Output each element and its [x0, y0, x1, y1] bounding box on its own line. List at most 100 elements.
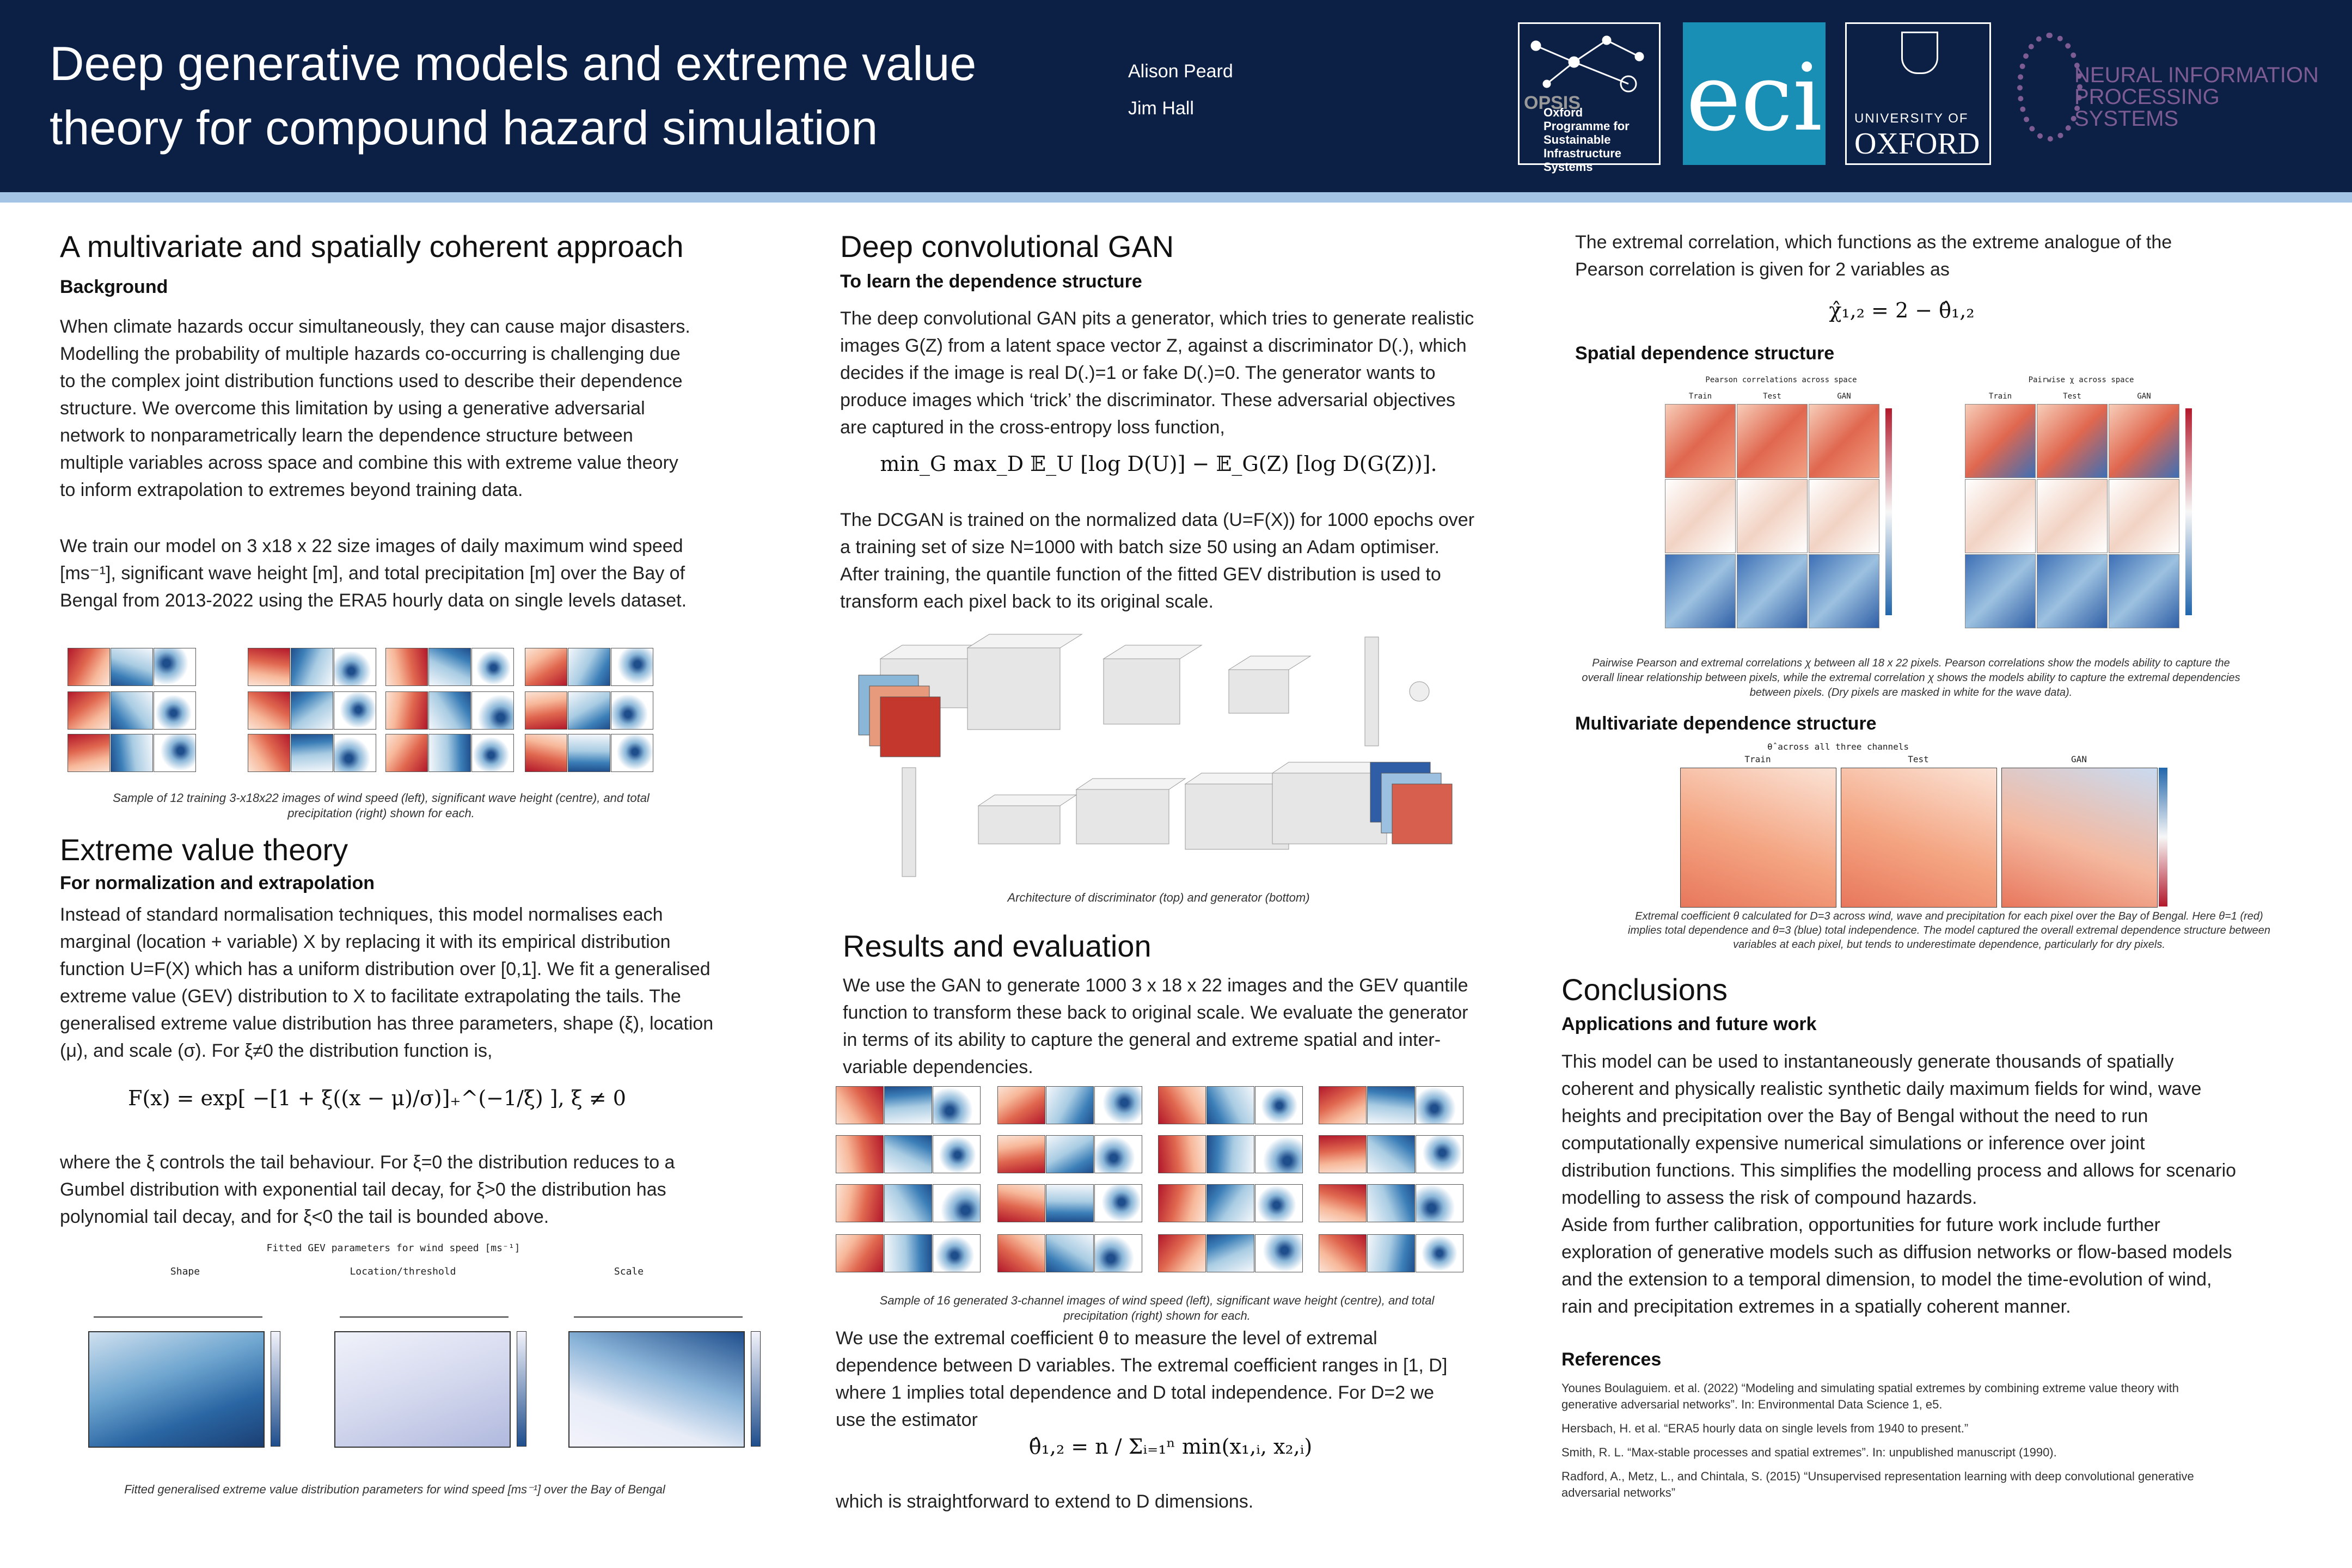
section-heading: Results and evaluation [843, 929, 1152, 963]
sample-tile [525, 691, 567, 730]
author: Alison Peard [1128, 61, 1233, 82]
colorbar [271, 1331, 280, 1447]
paragraph: The deep convolutional GAN pits a genera… [840, 308, 1474, 438]
sample-tile [111, 648, 153, 686]
correlation-matrix [1965, 404, 2036, 478]
sample-tile [1319, 1184, 1367, 1222]
sample-tile [1367, 1184, 1415, 1222]
oxford-crest [1901, 32, 1938, 74]
layer-block [1185, 783, 1289, 850]
sample-tile [68, 734, 110, 772]
figure-title: θ̂ across all three channels [1767, 742, 1909, 752]
theta-map [1680, 768, 1836, 908]
paragraph: This model can be used to instantaneousl… [1561, 1051, 2237, 1208]
author: Jim Hall [1128, 98, 1194, 119]
correlation-matrix [2037, 554, 2108, 628]
correlation-matrix [1809, 554, 1879, 628]
theta-figure: Train Test GAN [1666, 754, 2167, 909]
figure-caption: Architecture of discriminator (top) and … [1007, 891, 1310, 904]
panel-label: GAN [1837, 392, 1851, 401]
correlation-matrix [1965, 479, 2036, 553]
sample-tile [1255, 1135, 1303, 1173]
sample-tile [568, 734, 610, 772]
reference: Smith, R. L. “Max-stable processes and s… [1561, 1445, 2057, 1459]
figure-title: Pairwise χ across space [2028, 376, 2134, 384]
sample-tile [1367, 1135, 1415, 1173]
layer-block [978, 805, 1061, 844]
subheading: To learn the dependence structure [840, 271, 1142, 292]
opsis-word: OPSIS [1524, 93, 1581, 113]
sample-tile [1046, 1135, 1094, 1173]
paragraph: When climate hazards occur simultaneousl… [60, 316, 690, 500]
sample-tile [428, 648, 471, 686]
sample-tile [611, 734, 653, 772]
sample-tile [1255, 1184, 1303, 1222]
eci-logo: eci [1683, 22, 1826, 165]
sample-tile [1206, 1234, 1254, 1272]
sample-tile [611, 691, 653, 730]
sample-tile [1046, 1234, 1094, 1272]
sample-tile [1255, 1086, 1303, 1124]
subheading: For normalization and extrapolation [60, 873, 375, 893]
sample-tile [291, 734, 333, 772]
figure-title: Pearson correlations across space [1705, 376, 1857, 384]
sample-tile [471, 691, 514, 730]
paragraph: which is straightforward to extend to D … [836, 1491, 1254, 1512]
subheading: Background [60, 277, 168, 297]
paragraph: The DCGAN is trained on the normalized d… [840, 510, 1475, 612]
sample-tile [1206, 1135, 1254, 1173]
neurips-text: NEURAL INFORMATION PROCESSING SYSTEMS [2074, 63, 2319, 131]
layer-block [1272, 773, 1387, 844]
layer-top [977, 794, 1077, 806]
sample-tile [471, 648, 514, 686]
panel-label: Test [1763, 392, 1781, 401]
correlation-matrix [1665, 479, 1736, 553]
layer-top [1075, 778, 1186, 790]
paragraph: We train our model on 3 x18 x 22 size im… [60, 536, 687, 611]
figure-caption: Sample of 16 generated 3-channel images … [879, 1294, 1435, 1322]
sample-tile [1416, 1184, 1463, 1222]
correlation-matrix [1665, 404, 1736, 478]
sample-tile [1319, 1086, 1367, 1124]
sample-tile [884, 1086, 932, 1124]
gev-figure [60, 1279, 761, 1475]
panel-label: Train [1744, 754, 1771, 764]
paragraph: We use the extremal coefficient θ to mea… [836, 1328, 1448, 1430]
sample-tile [1158, 1234, 1206, 1272]
map-panel [568, 1331, 745, 1448]
sample-tile [428, 691, 471, 730]
paragraph: Aside from further calibration, opportun… [1561, 1215, 2232, 1317]
map-panel [88, 1331, 265, 1448]
sample-tile [1367, 1086, 1415, 1124]
figure-title: Fitted GEV parameters for wind speed [ms… [266, 1242, 520, 1254]
spatial-dependence-figure: Train Test GAN Train Test GAN [1655, 387, 2243, 648]
network-icon [1530, 35, 1644, 93]
correlation-matrix [2109, 404, 2179, 478]
architecture-diagram [858, 634, 1453, 877]
sample-tile [1046, 1086, 1094, 1124]
correlation-matrix [2109, 554, 2179, 628]
sample-tile [933, 1086, 981, 1124]
opsis-logo: OPSIS Oxford Programme for Sustainable I… [1518, 22, 1661, 174]
sample-tile [1158, 1184, 1206, 1222]
paragraph: where the ξ controls the tail behaviour.… [60, 1152, 675, 1227]
header-strip [0, 192, 2352, 203]
sample-tile [997, 1086, 1045, 1124]
header-band [0, 0, 2352, 192]
sample-tile [836, 1234, 884, 1272]
eci-word: eci [1686, 44, 1823, 152]
sample-tile [568, 648, 610, 686]
sample-tile [997, 1135, 1045, 1173]
sample-tile [836, 1184, 884, 1222]
layer-block [1228, 669, 1289, 714]
sample-tile [884, 1234, 932, 1272]
subheading: Spatial dependence structure [1575, 343, 1835, 364]
output-node [1409, 681, 1430, 702]
sample-tile [933, 1234, 981, 1272]
correlation-matrix [1809, 479, 1879, 553]
panel-label: GAN [2137, 392, 2151, 401]
theta-map [1841, 768, 1997, 908]
reference: Younes Boulaguiem. et al. (2022) “Modeli… [1561, 1381, 2179, 1411]
map-panel [334, 1331, 511, 1448]
sample-tile [334, 648, 376, 686]
